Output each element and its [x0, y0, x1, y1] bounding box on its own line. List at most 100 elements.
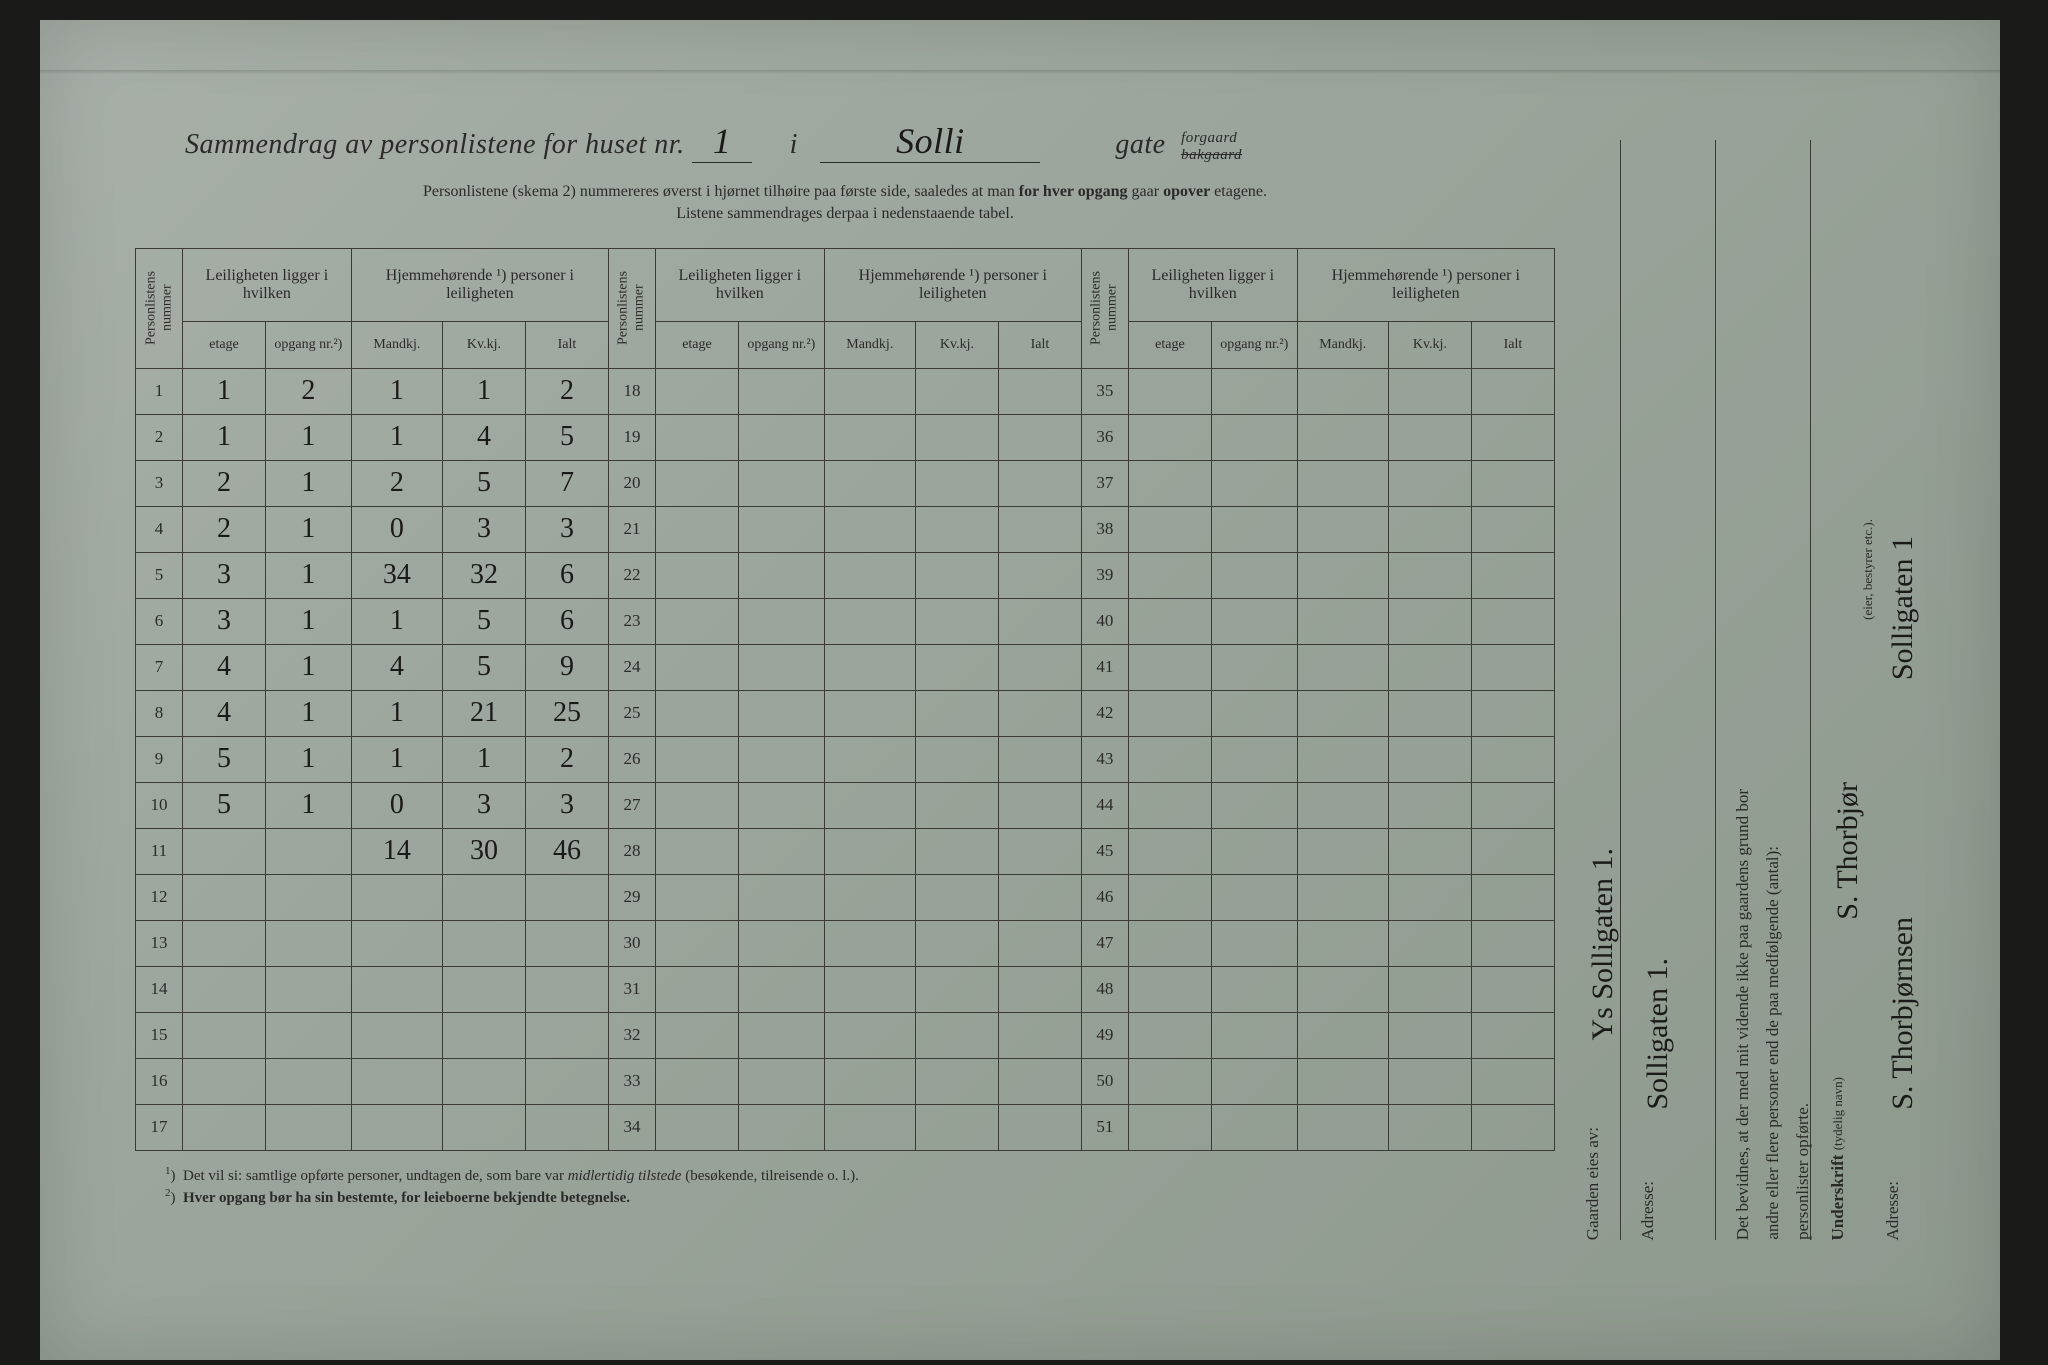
row-num: 4: [136, 506, 183, 552]
th-mandkj-1: Mandkj.: [351, 321, 442, 368]
cell-empty: [824, 644, 915, 690]
th-etage-2: etage: [655, 321, 738, 368]
cell-empty: [998, 966, 1081, 1012]
cell-mandkj: 1: [351, 598, 442, 644]
cell-empty: [1388, 736, 1471, 782]
cell-empty: [1388, 1012, 1471, 1058]
cell-etage: [183, 828, 266, 874]
sub1d: opover: [1163, 183, 1210, 200]
row-num-b3: 45: [1081, 828, 1128, 874]
cell-empty: [655, 1058, 738, 1104]
table-row: 531343262239: [136, 552, 1555, 598]
cell-mandkj: [351, 1104, 442, 1150]
cell-etage: 1: [183, 368, 266, 414]
cell-empty: [1297, 1104, 1388, 1150]
cell-opgang: [265, 1012, 351, 1058]
cell-empty: [738, 644, 824, 690]
cell-empty: [655, 690, 738, 736]
row-num-b2: 24: [608, 644, 655, 690]
sup-1: 1: [165, 1165, 171, 1177]
cell-mandkj: 1: [351, 414, 442, 460]
underskrift-b: Underskrift: [1828, 1154, 1847, 1240]
cell-etage: 5: [183, 736, 266, 782]
cell-empty: [998, 690, 1081, 736]
cell-opgang: 1: [265, 414, 351, 460]
cell-empty: [915, 920, 998, 966]
cell-etage: [183, 920, 266, 966]
bakgaard: bakgaard: [1181, 147, 1242, 163]
row-num-b3: 48: [1081, 966, 1128, 1012]
adresse-label-2: Adresse:: [1880, 1181, 1906, 1240]
cell-empty: [1297, 966, 1388, 1012]
cell-empty: [1297, 644, 1388, 690]
row-num: 3: [136, 460, 183, 506]
cell-empty: [1471, 690, 1554, 736]
cell-empty: [1471, 460, 1554, 506]
cell-empty: [998, 920, 1081, 966]
side-rule-1: [1620, 140, 1621, 1240]
th-leiligheten-3: Leiligheten ligger i hvilken: [1128, 248, 1297, 321]
cell-empty: [1388, 598, 1471, 644]
cell-empty: [915, 966, 998, 1012]
th-kvkj-1: Kv.kj.: [442, 321, 525, 368]
cell-empty: [1471, 828, 1554, 874]
cell-kvkj: 4: [442, 414, 525, 460]
adresse-value-3: Solligaten 1: [1880, 536, 1925, 680]
th-etage-3: etage: [1128, 321, 1211, 368]
th-mandkj-3: Mandkj.: [1297, 321, 1388, 368]
cell-empty: [655, 506, 738, 552]
cell-empty: [915, 644, 998, 690]
cell-kvkj: 5: [442, 460, 525, 506]
cell-empty: [824, 552, 915, 598]
cell-empty: [998, 736, 1081, 782]
table-row: 173451: [136, 1104, 1555, 1150]
side-block: Gaarden eies av: Ys Solligaten 1. Adress…: [1560, 140, 1940, 1240]
cell-empty: [824, 414, 915, 460]
cell-empty: [1297, 1012, 1388, 1058]
th-leiligheten-2: Leiligheten ligger i hvilken: [655, 248, 824, 321]
cell-mandkj: [351, 920, 442, 966]
side-rule-2: [1715, 140, 1716, 1240]
cell-empty: [824, 368, 915, 414]
cell-empty: [1128, 368, 1211, 414]
cell-empty: [1211, 414, 1297, 460]
cell-empty: [998, 874, 1081, 920]
cell-empty: [998, 1012, 1081, 1058]
cell-empty: [738, 1012, 824, 1058]
cell-empty: [1128, 690, 1211, 736]
sub1: Personlistene (skema 2) nummereres øvers…: [423, 183, 1015, 200]
cell-empty: [1388, 1058, 1471, 1104]
cell-empty: [1388, 828, 1471, 874]
cell-empty: [1388, 1104, 1471, 1150]
th-hjemme-1: Hjemmehørende ¹) personer i leiligheten: [351, 248, 608, 321]
cell-etage: [183, 874, 266, 920]
adresse-value-2: S. Thorbjørnsen: [1880, 917, 1925, 1110]
cell-empty: [915, 1012, 998, 1058]
cell-kvkj: [442, 874, 525, 920]
cell-empty: [1211, 920, 1297, 966]
row-num-b3: 47: [1081, 920, 1128, 966]
table-row: 122946: [136, 874, 1555, 920]
row-num-b3: 37: [1081, 460, 1128, 506]
cell-empty: [998, 414, 1081, 460]
underskrift-note: (tydelig navn): [1830, 1077, 1845, 1150]
cell-etage: [183, 966, 266, 1012]
cell-empty: [1211, 644, 1297, 690]
eier-note: (eier, bestyrer etc.).: [1858, 519, 1878, 620]
fn1a: Det vil si: samtlige opførte personer, u…: [183, 1168, 564, 1184]
cell-mandkj: 14: [351, 828, 442, 874]
cell-empty: [824, 1058, 915, 1104]
cell-ialt: [525, 1058, 608, 1104]
cell-kvkj: 30: [442, 828, 525, 874]
cell-empty: [1211, 1012, 1297, 1058]
cell-mandkj: 1: [351, 368, 442, 414]
row-num-b2: 19: [608, 414, 655, 460]
row-num-b2: 21: [608, 506, 655, 552]
cell-empty: [1388, 552, 1471, 598]
adresse-label-1: Adresse:: [1635, 1181, 1661, 1240]
row-num: 12: [136, 874, 183, 920]
cell-empty: [998, 782, 1081, 828]
cell-empty: [1128, 874, 1211, 920]
cell-empty: [738, 506, 824, 552]
cell-empty: [1471, 644, 1554, 690]
